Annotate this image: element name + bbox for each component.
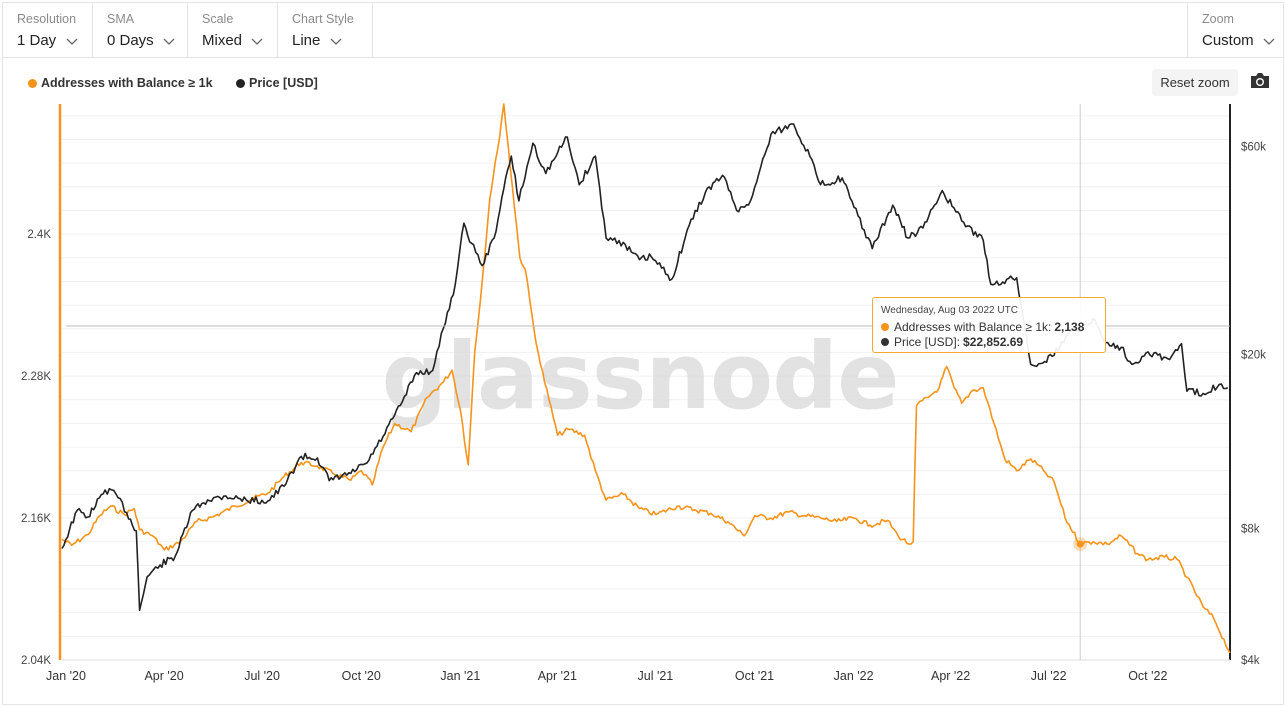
chart-tooltip: Wednesday, Aug 03 2022 UTC Addresses wit… — [872, 297, 1106, 353]
camera-icon[interactable] — [1250, 72, 1270, 89]
x-tick-label: Apr '21 — [538, 669, 577, 683]
y-right-tick-label: $60k — [1241, 141, 1266, 153]
scale-value: Mixed — [202, 32, 243, 49]
x-tick-label: Oct '21 — [735, 669, 774, 683]
legend-label-addresses: Addresses with Balance ≥ 1k — [41, 76, 213, 90]
tooltip-price-value: $22,852.69 — [963, 334, 1024, 349]
chart-style-value: Line — [292, 32, 321, 49]
chart-style-label: Chart Style — [292, 12, 354, 26]
x-tick-label: Jan '21 — [440, 669, 480, 683]
scale-dropdown[interactable]: Scale Mixed — [188, 3, 278, 57]
resolution-label: Resolution — [17, 12, 77, 26]
zoom-label: Zoom — [1202, 12, 1234, 26]
chart-style-dropdown[interactable]: Chart Style Line — [278, 3, 373, 57]
x-tick-label: Oct '20 — [342, 669, 381, 683]
tooltip-row-price: Price [USD]: $22,852.69 — [881, 334, 1105, 349]
scale-label: Scale — [202, 12, 234, 26]
chevron-down-icon — [66, 38, 78, 45]
sma-label: SMA — [107, 12, 135, 26]
legend-marker-addresses — [28, 78, 37, 88]
y-left-tick-label: 2.28K — [21, 371, 51, 383]
tooltip-row-addresses: Addresses with Balance ≥ 1k: 2,138 — [881, 319, 1105, 334]
legend-label-price: Price [USD] — [249, 76, 318, 90]
tooltip-marker-price — [881, 337, 889, 346]
y-right-tick-label: $4k — [1241, 655, 1260, 667]
y-left-tick-label: 2.04K — [21, 655, 51, 667]
sma-dropdown[interactable]: SMA 0 Days — [93, 3, 188, 57]
reset-zoom-button[interactable]: Reset zoom — [1152, 69, 1238, 96]
legend-item-price[interactable]: Price [USD] — [236, 76, 318, 90]
x-tick-label: Oct '22 — [1128, 669, 1167, 683]
addresses-series-line — [61, 103, 1231, 654]
y-left-tick-label: 2.16K — [21, 513, 51, 525]
x-tick-label: Apr '20 — [144, 669, 183, 683]
chevron-down-icon — [252, 38, 263, 45]
series-layer — [61, 103, 1231, 654]
chevron-down-icon — [1263, 38, 1275, 45]
price-series-line — [61, 123, 1229, 611]
watermark: glassnode — [382, 323, 899, 430]
chevron-down-icon — [163, 38, 175, 45]
x-tick-label: Jan '22 — [834, 669, 874, 683]
sma-value: 0 Days — [107, 32, 154, 49]
tooltip-marker-addresses — [881, 322, 889, 331]
x-tick-label: Jul '20 — [244, 669, 280, 683]
y-right-tick-label: $8k — [1241, 524, 1260, 536]
x-tick-label: Jan '20 — [46, 669, 86, 683]
resolution-value: 1 Day — [17, 32, 57, 49]
tooltip-addresses-label: Addresses with Balance ≥ 1k: — [894, 319, 1052, 334]
chart-legend: Addresses with Balance ≥ 1k Price [USD] — [28, 76, 338, 94]
zoom-value: Custom — [1202, 32, 1254, 49]
tooltip-date: Wednesday, Aug 03 2022 UTC — [881, 305, 1018, 316]
x-tick-label: Jul '21 — [638, 669, 674, 683]
tooltip-price-label: Price [USD]: — [894, 334, 961, 349]
legend-marker-price — [236, 78, 245, 88]
x-tick-label: Apr '22 — [931, 669, 970, 683]
tooltip-addresses-value: 2,138 — [1054, 319, 1085, 334]
x-tick-label: Jul '22 — [1031, 669, 1067, 683]
legend-item-addresses[interactable]: Addresses with Balance ≥ 1k — [28, 76, 213, 90]
crosshair-marker-addresses — [1076, 540, 1084, 548]
resolution-dropdown[interactable]: Resolution 1 Day — [3, 3, 93, 57]
y-left-tick-label: 2.4K — [27, 229, 51, 241]
zoom-dropdown[interactable]: Zoom Custom — [1187, 3, 1283, 57]
toolbar: Resolution 1 Day SMA 0 Days Scale Mixed … — [3, 3, 1283, 58]
y-right-tick-label: $20k — [1241, 350, 1266, 362]
axes: 2.04K 2.16K 2.28K 2.4K $4k $8k $20k $60k Jan '20… — [21, 104, 1266, 683]
chevron-down-icon — [330, 38, 342, 45]
